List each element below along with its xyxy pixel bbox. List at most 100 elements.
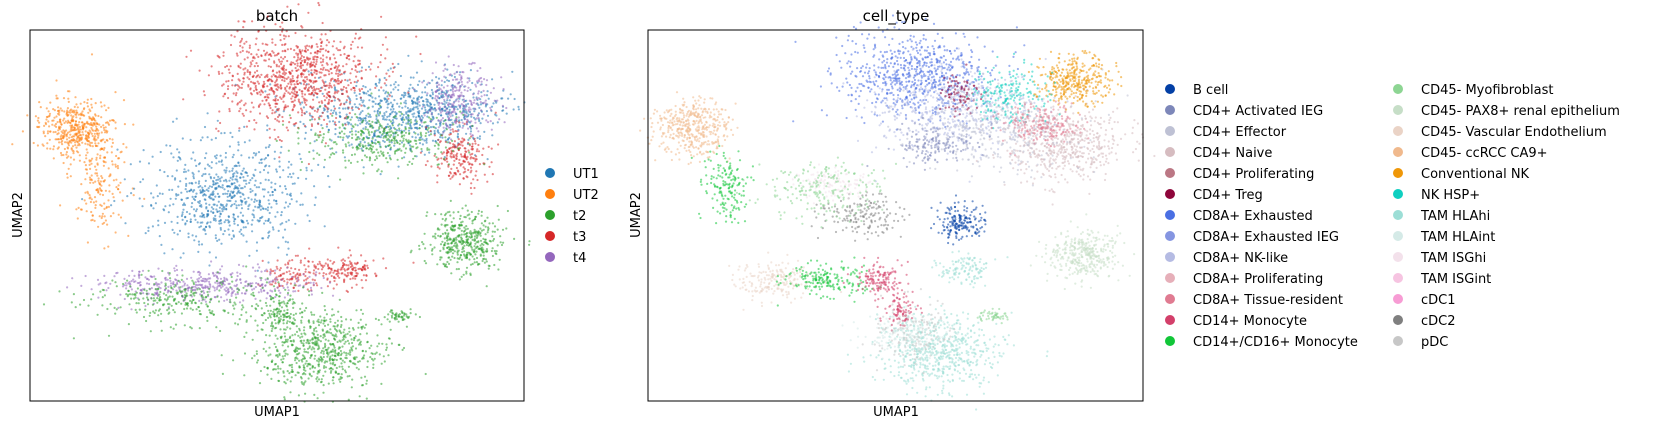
- batch-points: [11, 1, 531, 403]
- legend-marker-cdc1: [1393, 294, 1403, 304]
- cell-type-cluster-treg: [939, 63, 987, 118]
- batch-cluster-t3-right: [419, 111, 500, 195]
- legend-marker-cd14-cd16-monocyte: [1165, 336, 1175, 346]
- cell-type-cluster-cd8-exhausted: [792, 14, 1026, 131]
- cell-type-ylabel: UMAP2: [629, 192, 644, 238]
- legend-marker-tam-isghi: [1393, 252, 1403, 262]
- cell-type-cluster-nk-hsp: [965, 52, 1061, 130]
- batch-cluster-t2-left: [42, 265, 306, 353]
- cell-type-cluster-conv-nk: [1027, 49, 1123, 114]
- cell-type-cluster-cd4-naive: [975, 87, 1156, 206]
- legend-label-tam-isgint: TAM ISGint: [1420, 272, 1491, 287]
- legend-label-cdc2: cDC2: [1421, 314, 1456, 329]
- legend-marker-cd45-myofibroblast: [1393, 84, 1403, 94]
- batch-cluster-t2-right: [409, 199, 531, 288]
- legend-marker-ut1: [545, 168, 555, 178]
- legend-label-t3: t3: [573, 230, 586, 245]
- batch-cluster-ut2-cluster: [11, 79, 126, 175]
- legend-marker-cd4-effector: [1165, 126, 1175, 136]
- batch-axes-frame: [29, 29, 525, 402]
- batch-cluster-ut1-right: [355, 54, 526, 176]
- cell-type-cluster-mono14: [842, 256, 910, 316]
- legend-label-tam-hlaint: TAM HLAint: [1420, 230, 1495, 245]
- legend-label-cd45-vascular-endothelium: CD45- Vascular Endothelium: [1421, 125, 1607, 140]
- legend-label-pdc: pDC: [1421, 335, 1448, 350]
- legend-label-conventional-nk: Conventional NK: [1421, 167, 1530, 182]
- legend-marker-t3: [545, 231, 555, 241]
- cell-type-cluster-cd4-effector: [887, 68, 1173, 187]
- legend-marker-t4: [545, 252, 555, 262]
- cell-type-cluster-myofib: [735, 156, 898, 229]
- legend-label-nk-hsp: NK HSP+: [1421, 188, 1480, 203]
- legend-label-t2: t2: [573, 209, 586, 224]
- batch-cluster-ut1-cluster: [81, 112, 331, 272]
- batch-legend: UT1 UT2 t2 t3 t4: [545, 167, 599, 266]
- legend-label-cd4-effector: CD4+ Effector: [1193, 125, 1287, 140]
- legend-label-t4: t4: [573, 251, 586, 266]
- legend-marker-cd4-naive: [1165, 147, 1175, 157]
- cell-type-cluster-tam-hlahi-2: [931, 250, 1009, 289]
- legend-label-cd8a-exhausted-ieg: CD8A+ Exhausted IEG: [1193, 230, 1339, 245]
- legend-marker-cd4-proliferating: [1165, 168, 1175, 178]
- batch-cluster-t2-small: [250, 281, 308, 337]
- legend-label-ut2: UT2: [573, 188, 599, 203]
- batch-cluster-t4-right: [412, 55, 508, 141]
- legend-marker-conventional-nk: [1393, 168, 1403, 178]
- legend-marker-cd8a-exhausted-ieg: [1165, 231, 1175, 241]
- legend-label-cd8a-exhausted: CD8A+ Exhausted: [1193, 209, 1313, 224]
- cell-type-cluster-cd4-act: [866, 116, 993, 171]
- legend-marker-cd8a-exhausted: [1165, 210, 1175, 220]
- legend-marker-b-cell: [1165, 84, 1175, 94]
- cell-type-cluster-pax8: [1029, 213, 1136, 291]
- legend-marker-tam-hlaint: [1393, 231, 1403, 241]
- legend-label-cd45-myofibroblast: CD45- Myofibroblast: [1421, 83, 1553, 98]
- legend-label-cd14-cd16-monocyte: CD14+/CD16+ Monocyte: [1193, 335, 1358, 350]
- batch-ylabel: UMAP2: [11, 192, 26, 238]
- legend-marker-cd45-pax8-renal-epithelium: [1393, 105, 1403, 115]
- cell-type-cluster-mono-left: [690, 144, 755, 225]
- legend-label-cd45-pax8-renal-epithelium: CD45- PAX8+ renal epithelium: [1421, 104, 1620, 119]
- legend-marker-tam-hlahi: [1393, 210, 1403, 220]
- legend-label-ut1: UT1: [573, 167, 599, 182]
- legend-marker-tam-isgint: [1393, 273, 1403, 283]
- batch-cluster-t2-center: [275, 91, 486, 181]
- legend-marker-cd8a-proliferating: [1165, 273, 1175, 283]
- cell-type-cluster-tam-hlahi: [846, 296, 1049, 411]
- legend-label-b-cell: B cell: [1193, 83, 1228, 98]
- batch-cluster-t3-top: [182, 1, 422, 166]
- cell-type-panel: cell_type UMAP1 UMAP2 B cell CD4+ Activat…: [629, 7, 1620, 420]
- legend-marker-nk-hsp: [1393, 189, 1403, 199]
- legend-marker-cd45-ccrcc-ca9: [1393, 147, 1403, 157]
- legend-label-cd8a-tissue-resident: CD8A+ Tissue-resident: [1193, 293, 1343, 308]
- legend-label-cd4-proliferating: CD4+ Proliferating: [1193, 167, 1314, 182]
- legend-marker-cd4-treg: [1165, 189, 1175, 199]
- legend-label-cd45-ccrcc-ca9: CD45- ccRCC CA9+: [1421, 146, 1548, 161]
- cell-type-xlabel: UMAP1: [873, 405, 919, 420]
- legend-label-tam-isghi: TAM ISGhi: [1420, 251, 1486, 266]
- legend-label-cd8a-proliferating: CD8A+ Proliferating: [1193, 272, 1323, 287]
- cell-type-points: [639, 14, 1173, 411]
- batch-cluster-ut2-tail: [59, 53, 146, 250]
- cell-type-cluster-myofib-spot: [976, 307, 1009, 325]
- legend-marker-cd8a-tissue-resident: [1165, 294, 1175, 304]
- legend-label-cd4-naive: CD4+ Naive: [1193, 146, 1272, 161]
- legend-marker-pdc: [1393, 336, 1403, 346]
- legend-label-cd4-treg: CD4+ Treg: [1193, 188, 1263, 203]
- cell-type-cluster-cd8-tr: [990, 100, 1090, 157]
- cell-type-title: cell_type: [863, 7, 930, 26]
- cell-type-cluster-mono14-b: [876, 290, 924, 332]
- batch-cluster-t3-mid2: [257, 254, 324, 292]
- legend-marker-cd45-vascular-endothelium: [1393, 126, 1403, 136]
- legend-marker-cdc2: [1393, 315, 1403, 325]
- batch-cluster-t2-bottom: [219, 290, 427, 403]
- legend-marker-t2: [545, 210, 555, 220]
- legend-marker-cd4-activated-ieg: [1165, 105, 1175, 115]
- legend-marker-cd14-monocyte: [1165, 315, 1175, 325]
- legend-label-cdc1: cDC1: [1421, 293, 1456, 308]
- batch-title: batch: [256, 7, 298, 25]
- legend-marker-ut2: [545, 189, 555, 199]
- cell-type-cluster-vasc-endo: [728, 251, 843, 311]
- legend-label-tam-hlahi: TAM HLAhi: [1420, 209, 1490, 224]
- legend-label-cd8a-nk-like: CD8A+ NK-like: [1193, 251, 1288, 266]
